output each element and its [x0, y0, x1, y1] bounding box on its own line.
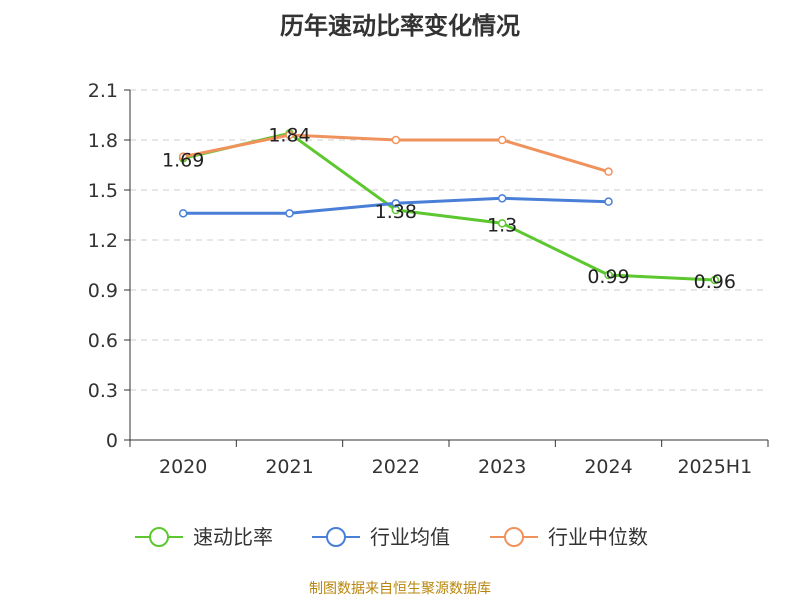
data-point [604, 167, 613, 176]
data-point [391, 135, 401, 145]
y-tick-label: 0.3 [88, 380, 118, 402]
data-point [604, 197, 613, 206]
x-tick-label: 2021 [265, 456, 313, 478]
x-tick-label: 2022 [372, 456, 420, 478]
legend-label: 速动比率 [193, 525, 273, 549]
data-point [178, 209, 188, 218]
y-tick-label: 1.8 [88, 130, 118, 152]
source-footer: 制图数据来自恒生聚源数据库 [309, 581, 491, 597]
data-point [178, 152, 188, 161]
y-tick-label: 0.6 [88, 330, 118, 352]
data-point [391, 199, 401, 208]
legend: 速动比率 行业均值 行业中位数 [135, 525, 648, 549]
legend-marker [504, 527, 524, 547]
legend-marker [326, 527, 346, 547]
data-label: 1.38 [375, 201, 417, 223]
y-tick-label: 1.2 [88, 230, 118, 252]
legend-label: 行业中位数 [548, 525, 648, 549]
grid-layer [130, 89, 768, 391]
y-tick-label: 2.1 [88, 80, 118, 102]
data-label: 1.84 [268, 124, 310, 146]
data-label: 1.69 [162, 149, 204, 171]
data-point [497, 135, 507, 145]
y-tick-label: 0.9 [88, 280, 118, 302]
y-tick-label: 1.5 [88, 180, 118, 202]
data-point [285, 130, 294, 140]
series-line-0 [182, 131, 715, 282]
x-tick-label: 2024 [584, 456, 632, 478]
x-tick-label: 2023 [478, 456, 526, 478]
data-label: 0.99 [587, 266, 629, 288]
data-label: 0.96 [694, 271, 736, 293]
x-tick-label: 2025H1 [677, 456, 752, 478]
data-label: 1.3 [487, 214, 517, 236]
data-label-layer: 1.69 1.84 1.38 1.3 0.99 0.96 [162, 124, 736, 293]
legend-label: 行业均值 [370, 525, 450, 549]
axis-layer: 0 0.3 0.6 0.9 1.2 1.5 1.8 2.1 2020 2021 2022 2023 20… [88, 80, 769, 478]
data-point [285, 209, 294, 218]
data-point [710, 275, 720, 285]
x-tick-label: 2020 [159, 456, 207, 478]
data-point [497, 219, 507, 228]
y-tick-label: 0 [106, 430, 118, 452]
series-layer [178, 129, 720, 285]
legend-marker [149, 527, 169, 547]
data-point [497, 194, 507, 203]
chart-title: 历年速动比率变化情况 [280, 12, 520, 40]
data-point [604, 270, 613, 280]
